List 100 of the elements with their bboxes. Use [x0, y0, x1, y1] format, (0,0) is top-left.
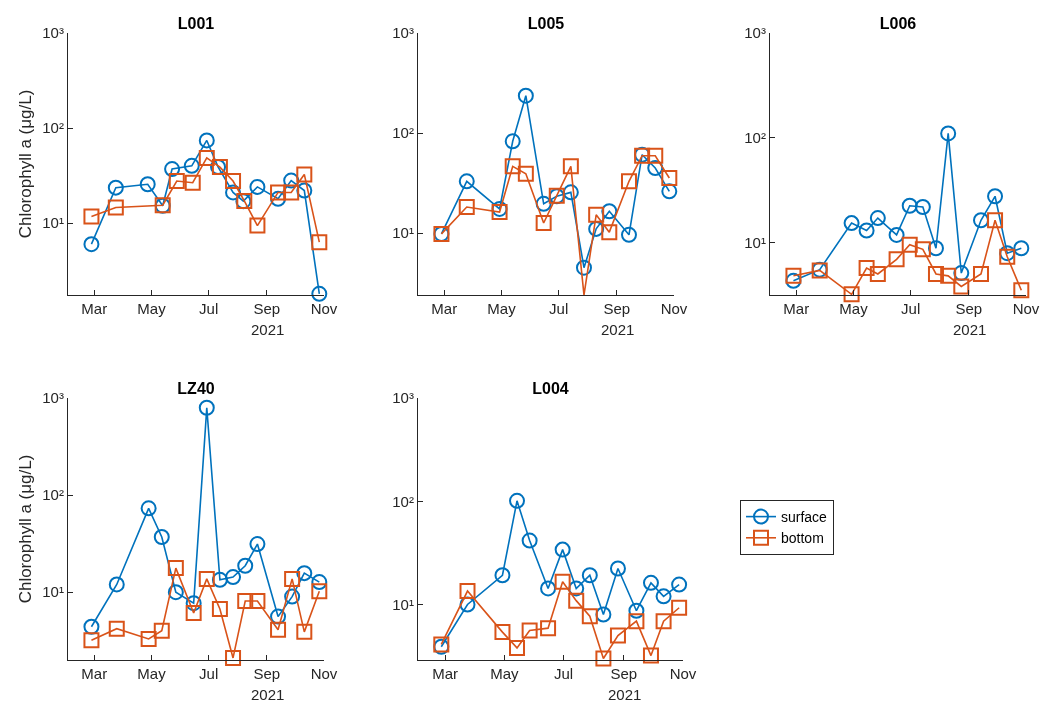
x-tick-label: May	[137, 665, 167, 683]
x-tick-label: Sep	[610, 665, 638, 683]
point	[198, 399, 215, 416]
point	[237, 557, 254, 574]
point	[491, 200, 508, 217]
point	[620, 173, 637, 190]
point	[901, 236, 918, 253]
x-axis-title: 2021	[251, 321, 285, 338]
x-tick-label: Mar	[81, 665, 108, 683]
x-tick-label: Nov	[310, 300, 338, 318]
point	[283, 184, 300, 201]
x-axis-title: 2021	[601, 321, 635, 338]
x-tick-label: Jul	[549, 300, 569, 318]
point	[785, 272, 802, 289]
chart-title: L001	[177, 15, 215, 32]
point	[225, 184, 242, 201]
point	[517, 87, 534, 104]
point	[642, 647, 659, 664]
point	[311, 574, 328, 591]
x-tick-label: Sep	[955, 300, 983, 318]
point	[509, 492, 526, 509]
point	[521, 622, 538, 639]
y-tick-label: 10²	[42, 486, 64, 504]
point	[509, 639, 526, 656]
point	[185, 604, 202, 621]
chart-title: LZ40	[177, 380, 215, 397]
y-axis-title: Chlorophyll a (μg/L)	[15, 89, 35, 239]
point	[270, 608, 287, 625]
point	[568, 580, 585, 597]
point	[83, 618, 100, 635]
x-axis-title: 2021	[251, 686, 285, 703]
point	[940, 125, 957, 142]
point	[459, 583, 476, 600]
y-tick-label: 10³	[392, 389, 414, 407]
point	[167, 584, 184, 601]
point	[661, 183, 678, 200]
point	[270, 190, 287, 207]
x-tick-label: Mar	[431, 300, 458, 318]
point	[581, 608, 598, 625]
point	[601, 203, 618, 220]
point	[1013, 282, 1030, 299]
point	[609, 627, 626, 644]
point	[140, 500, 157, 517]
point	[249, 593, 266, 610]
point	[491, 204, 508, 221]
point	[562, 184, 579, 201]
point	[609, 560, 626, 577]
point	[521, 532, 538, 549]
point	[504, 133, 521, 150]
point	[296, 623, 313, 640]
point	[535, 214, 552, 231]
x-tick-label: May	[490, 665, 520, 683]
legend-label: bottom	[781, 530, 824, 547]
chart-title: L005	[527, 15, 565, 32]
point	[108, 576, 125, 593]
point	[914, 241, 931, 258]
y-tick-label: 10³	[42, 24, 64, 42]
point	[83, 236, 100, 253]
point	[517, 165, 534, 182]
point	[167, 560, 184, 577]
x-tick-label: Jul	[199, 300, 219, 318]
x-tick-label: Jul	[199, 665, 219, 683]
point	[107, 179, 124, 196]
point	[987, 212, 1004, 229]
x-tick-label: Mar	[432, 665, 459, 683]
y-tick-label: 10³	[392, 24, 414, 42]
y-tick-label: 10¹	[42, 214, 64, 232]
point	[249, 217, 266, 234]
point	[211, 571, 228, 588]
x-tick-label: Jul	[554, 665, 574, 683]
point	[185, 595, 202, 612]
point	[270, 621, 287, 638]
point	[953, 278, 970, 295]
point	[153, 528, 170, 545]
x-tick-label: Nov	[310, 665, 338, 683]
point	[184, 174, 201, 191]
point	[554, 541, 571, 558]
x-tick-label: May	[839, 300, 869, 318]
point	[661, 169, 678, 186]
x-tick-label: Nov	[669, 665, 697, 683]
point	[568, 592, 585, 609]
point	[601, 224, 618, 241]
point	[237, 593, 254, 610]
y-tick-label: 10²	[392, 492, 414, 510]
point	[869, 210, 886, 227]
point	[535, 195, 552, 212]
point	[284, 588, 301, 605]
point	[107, 199, 124, 216]
point	[973, 212, 989, 229]
point	[153, 622, 170, 639]
point	[927, 265, 944, 282]
point	[225, 649, 242, 666]
x-tick-label: Mar	[81, 300, 108, 318]
y-tick-label: 10³	[42, 389, 64, 407]
point	[198, 149, 215, 166]
y-tick-label: 10²	[392, 124, 414, 142]
point	[198, 132, 215, 149]
point	[927, 240, 944, 257]
x-tick-label: Sep	[253, 300, 281, 318]
point	[108, 620, 125, 637]
